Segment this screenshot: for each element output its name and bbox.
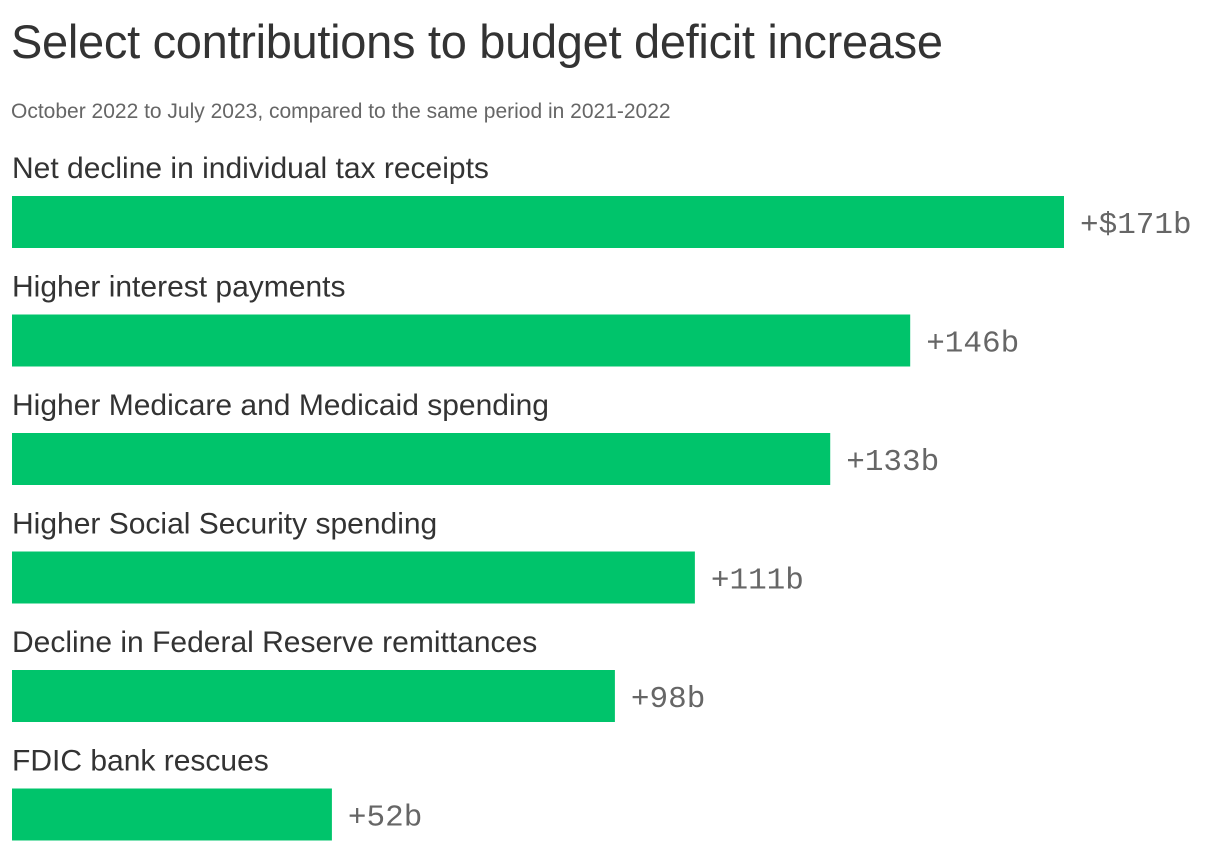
value-label: +111b bbox=[711, 564, 804, 599]
bar bbox=[12, 314, 911, 367]
value-label: +133b bbox=[846, 445, 939, 480]
category-label: Net decline in individual tax receipts bbox=[12, 152, 489, 185]
category-label: Higher Social Security spending bbox=[12, 508, 437, 541]
bar bbox=[12, 551, 695, 604]
value-label: +146b bbox=[926, 327, 1019, 362]
chart-title: Select contributions to budget deficit i… bbox=[11, 15, 943, 68]
category-label: Decline in Federal Reserve remittances bbox=[12, 626, 537, 659]
bar bbox=[12, 433, 831, 485]
value-label: +98b bbox=[631, 682, 705, 717]
bar bbox=[12, 196, 1064, 248]
bar bbox=[12, 788, 332, 841]
value-label: +$171b bbox=[1080, 208, 1192, 243]
category-label: Higher Medicare and Medicaid spending bbox=[12, 389, 549, 422]
category-label: Higher interest payments bbox=[12, 271, 346, 304]
value-label: +52b bbox=[348, 801, 422, 836]
category-label: FDIC bank rescues bbox=[12, 745, 269, 778]
chart-subtitle: October 2022 to July 2023, compared to t… bbox=[11, 100, 671, 123]
bar bbox=[12, 670, 615, 722]
